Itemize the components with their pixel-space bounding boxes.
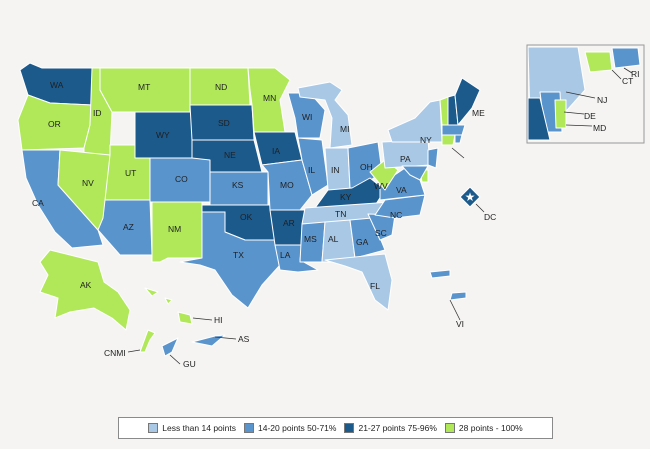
state-MA[interactable] xyxy=(441,124,466,136)
state-NJ[interactable] xyxy=(427,147,439,169)
state-VT[interactable] xyxy=(439,96,449,126)
label-MI: MI xyxy=(340,124,349,134)
state-NY[interactable] xyxy=(387,99,443,143)
label-GU: GU xyxy=(183,359,196,369)
label-OH: OH xyxy=(360,162,373,172)
label-MS: MS xyxy=(304,234,317,244)
state-FL[interactable] xyxy=(324,253,393,311)
northeast-inset-frame xyxy=(526,44,645,144)
label-IA: IA xyxy=(272,146,280,156)
label-IN: IN xyxy=(331,165,340,175)
state-VI[interactable] xyxy=(429,269,467,301)
map-legend: Less than 14 points 14-20 points 50-71% … xyxy=(118,417,553,439)
label-NC: NC xyxy=(390,210,402,220)
label-KS: KS xyxy=(232,180,244,190)
label-VI: VI xyxy=(456,319,464,329)
state-CNMI[interactable] xyxy=(139,329,156,353)
state-AK[interactable] xyxy=(39,249,131,331)
legend-label: Less than 14 points xyxy=(162,423,237,433)
label-NM: NM xyxy=(168,224,181,234)
inset-DE xyxy=(554,99,567,129)
state-RI[interactable] xyxy=(454,134,463,144)
inset-CT xyxy=(584,51,613,73)
label-LA: LA xyxy=(280,250,291,260)
legend-item: 21-27 points 75-96% xyxy=(344,423,437,433)
state-TX[interactable] xyxy=(179,211,281,309)
label-PA: PA xyxy=(400,154,411,164)
legend-swatch-cat3 xyxy=(344,423,355,433)
label-MO: MO xyxy=(280,180,294,190)
inset-RI xyxy=(611,47,641,69)
label-CNMI: CNMI xyxy=(104,348,126,358)
label-DE: DE xyxy=(584,111,596,121)
state-NM[interactable] xyxy=(151,201,203,263)
label-SC: SC xyxy=(375,228,387,238)
state-AS[interactable] xyxy=(191,334,226,347)
state-IL[interactable] xyxy=(297,137,329,196)
label-AZ: AZ xyxy=(123,222,134,232)
legend-label: 28 points - 100% xyxy=(458,423,523,433)
label-MD: MD xyxy=(593,123,606,133)
label-CO: CO xyxy=(175,174,188,184)
label-WV: WV xyxy=(374,181,388,191)
label-AK: AK xyxy=(80,280,92,290)
state-MI[interactable] xyxy=(297,81,353,149)
choropleth-map: ★ WA OR CA ID NV MT WY UT AZ CO NM ND SD… xyxy=(17,44,645,369)
legend-swatch-cat2 xyxy=(244,423,255,433)
label-ID: ID xyxy=(93,108,102,118)
label-OR: OR xyxy=(48,119,61,129)
label-AS: AS xyxy=(238,334,250,344)
label-WI: WI xyxy=(302,112,312,122)
label-CT: CT xyxy=(622,76,633,86)
state-HI[interactable] xyxy=(144,287,193,325)
label-WA: WA xyxy=(50,80,64,90)
label-CA: CA xyxy=(32,198,44,208)
label-AL: AL xyxy=(328,234,339,244)
label-UT: UT xyxy=(125,168,136,178)
legend-label: 21-27 points 75-96% xyxy=(358,423,437,433)
inset-MD xyxy=(527,97,551,141)
label-NE: NE xyxy=(224,150,236,160)
state-ME[interactable] xyxy=(454,77,481,126)
state-MD[interactable] xyxy=(401,165,429,181)
label-MN: MN xyxy=(263,93,276,103)
label-ND: ND xyxy=(215,82,227,92)
state-AL[interactable] xyxy=(321,219,356,263)
label-KY: KY xyxy=(340,192,352,202)
label-AR: AR xyxy=(283,218,295,228)
label-TN: TN xyxy=(335,209,346,219)
label-NY: NY xyxy=(420,135,432,145)
label-ME: ME xyxy=(472,108,485,118)
label-RI: RI xyxy=(631,69,640,79)
label-WY: WY xyxy=(156,130,170,140)
legend-label: 14-20 points 50-71% xyxy=(258,423,337,433)
legend-item: 28 points - 100% xyxy=(444,423,523,433)
label-IL: IL xyxy=(308,165,315,175)
label-NJ: NJ xyxy=(597,95,607,105)
label-TX: TX xyxy=(233,250,244,260)
label-OK: OK xyxy=(240,212,253,222)
legend-item: Less than 14 points xyxy=(148,423,236,433)
state-labels: WA OR CA ID NV MT WY UT AZ CO NM ND SD N… xyxy=(32,69,640,369)
legend-swatch-cat4 xyxy=(444,423,455,433)
label-HI: HI xyxy=(214,315,223,325)
state-GA[interactable] xyxy=(349,217,386,259)
dc-star-icon: ★ xyxy=(465,190,476,204)
state-GU[interactable] xyxy=(161,337,179,357)
label-VA: VA xyxy=(396,185,407,195)
label-NV: NV xyxy=(82,178,94,188)
label-SD: SD xyxy=(218,118,230,128)
label-MT: MT xyxy=(138,82,150,92)
state-DC[interactable] xyxy=(459,186,481,208)
state-CT[interactable] xyxy=(441,134,456,146)
label-GA: GA xyxy=(356,237,369,247)
label-DC: DC xyxy=(484,212,496,222)
label-FL: FL xyxy=(370,281,380,291)
legend-item: 14-20 points 50-71% xyxy=(244,423,336,433)
legend-swatch-cat1 xyxy=(148,423,159,433)
